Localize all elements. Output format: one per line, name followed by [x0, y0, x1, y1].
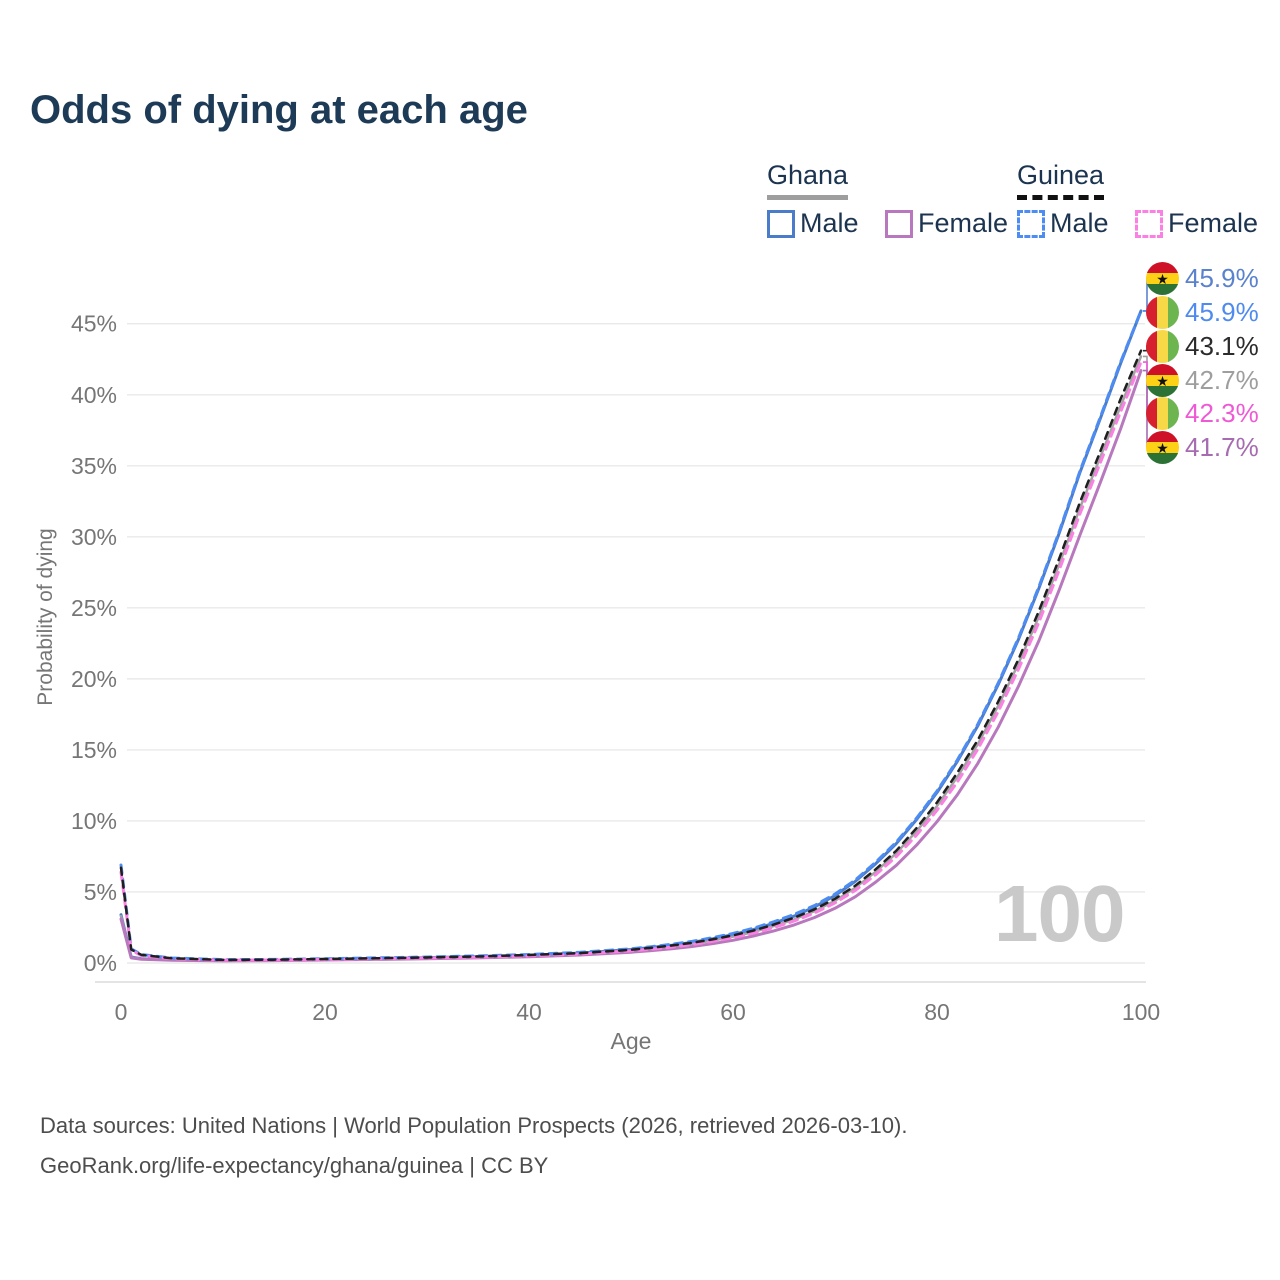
svg-text:100: 100 [1122, 999, 1160, 1025]
legend-group-guinea: Guinea Male Female [1017, 160, 1280, 243]
guinea-flag-icon [1146, 295, 1179, 329]
end-label-value: 45.9% [1185, 296, 1259, 327]
svg-text:20: 20 [312, 999, 338, 1025]
svg-text:80: 80 [924, 999, 950, 1025]
y-axis-title: Probability of dying [34, 528, 57, 706]
svg-text:★: ★ [1156, 439, 1169, 455]
legend-item-guinea-male[interactable]: Male [1017, 208, 1109, 239]
end-label-row[interactable]: ★ 42.7% [1146, 363, 1259, 397]
source-line: Data sources: United Nations | World Pop… [40, 1113, 908, 1138]
ghana-male-swatch [767, 209, 795, 238]
ghana-flag-icon: ★ [1146, 261, 1179, 295]
guinea-flag-icon [1146, 396, 1179, 430]
svg-text:10%: 10% [71, 808, 117, 834]
age-watermark: 100 [994, 869, 1125, 958]
svg-text:40%: 40% [71, 382, 117, 408]
ghana-female-swatch [884, 209, 913, 238]
end-label-value: 42.7% [1185, 364, 1259, 395]
ghana-flag-icon: ★ [1146, 430, 1179, 464]
svg-text:5%: 5% [84, 879, 117, 905]
ghana-flag-icon: ★ [1146, 363, 1179, 397]
svg-text:30%: 30% [71, 524, 117, 550]
end-label-row[interactable]: ★ 41.7% [1146, 430, 1259, 464]
svg-text:15%: 15% [71, 737, 117, 763]
legend-item-label: Female [917, 208, 1009, 238]
svg-text:35%: 35% [71, 453, 117, 479]
legend-country-guinea[interactable]: Guinea [1017, 160, 1105, 200]
svg-text:45%: 45% [71, 311, 117, 337]
svg-text:25%: 25% [71, 595, 117, 621]
svg-text:0: 0 [115, 999, 128, 1025]
end-label-value: 45.9% [1185, 262, 1259, 293]
legend-country-ghana[interactable]: Ghana [767, 160, 849, 200]
legend-item-ghana-male[interactable]: Male [767, 208, 859, 239]
end-label-value: 43.1% [1185, 330, 1259, 361]
x-axis-title: Age [610, 1028, 652, 1054]
legend-item-guinea-female[interactable]: Female [1134, 208, 1259, 239]
source-link-line[interactable]: GeoRank.org/life-expectancy/ghana/guinea… [40, 1153, 549, 1178]
guinea-male-swatch [1017, 209, 1045, 238]
end-label-row[interactable]: 45.9% [1146, 295, 1259, 329]
end-label-row[interactable]: 42.3% [1146, 396, 1259, 430]
end-label-row[interactable]: 43.1% [1146, 329, 1259, 363]
legend-item-label: Male [1050, 208, 1109, 238]
svg-text:★: ★ [1156, 270, 1169, 286]
data-source-note: Data sources: United Nations | World Pop… [40, 1106, 907, 1186]
legend-item-label: Male [800, 208, 859, 238]
svg-text:60: 60 [720, 999, 746, 1025]
page-title: Odds of dying at each age [30, 88, 528, 132]
guinea-female-swatch [1134, 209, 1163, 238]
end-label-row[interactable]: ★ 45.9% [1146, 261, 1259, 295]
svg-text:40: 40 [516, 999, 542, 1025]
end-label-value: 42.3% [1185, 397, 1259, 428]
end-label-value: 41.7% [1185, 431, 1259, 462]
svg-text:★: ★ [1156, 372, 1169, 388]
legend-item-ghana-female[interactable]: Female [884, 208, 1009, 239]
legend-group-ghana: Ghana Male Female [767, 160, 1030, 243]
legend-item-label: Female [1167, 208, 1259, 238]
guinea-flag-icon [1146, 329, 1179, 363]
svg-text:0%: 0% [84, 950, 117, 976]
svg-text:20%: 20% [71, 666, 117, 692]
